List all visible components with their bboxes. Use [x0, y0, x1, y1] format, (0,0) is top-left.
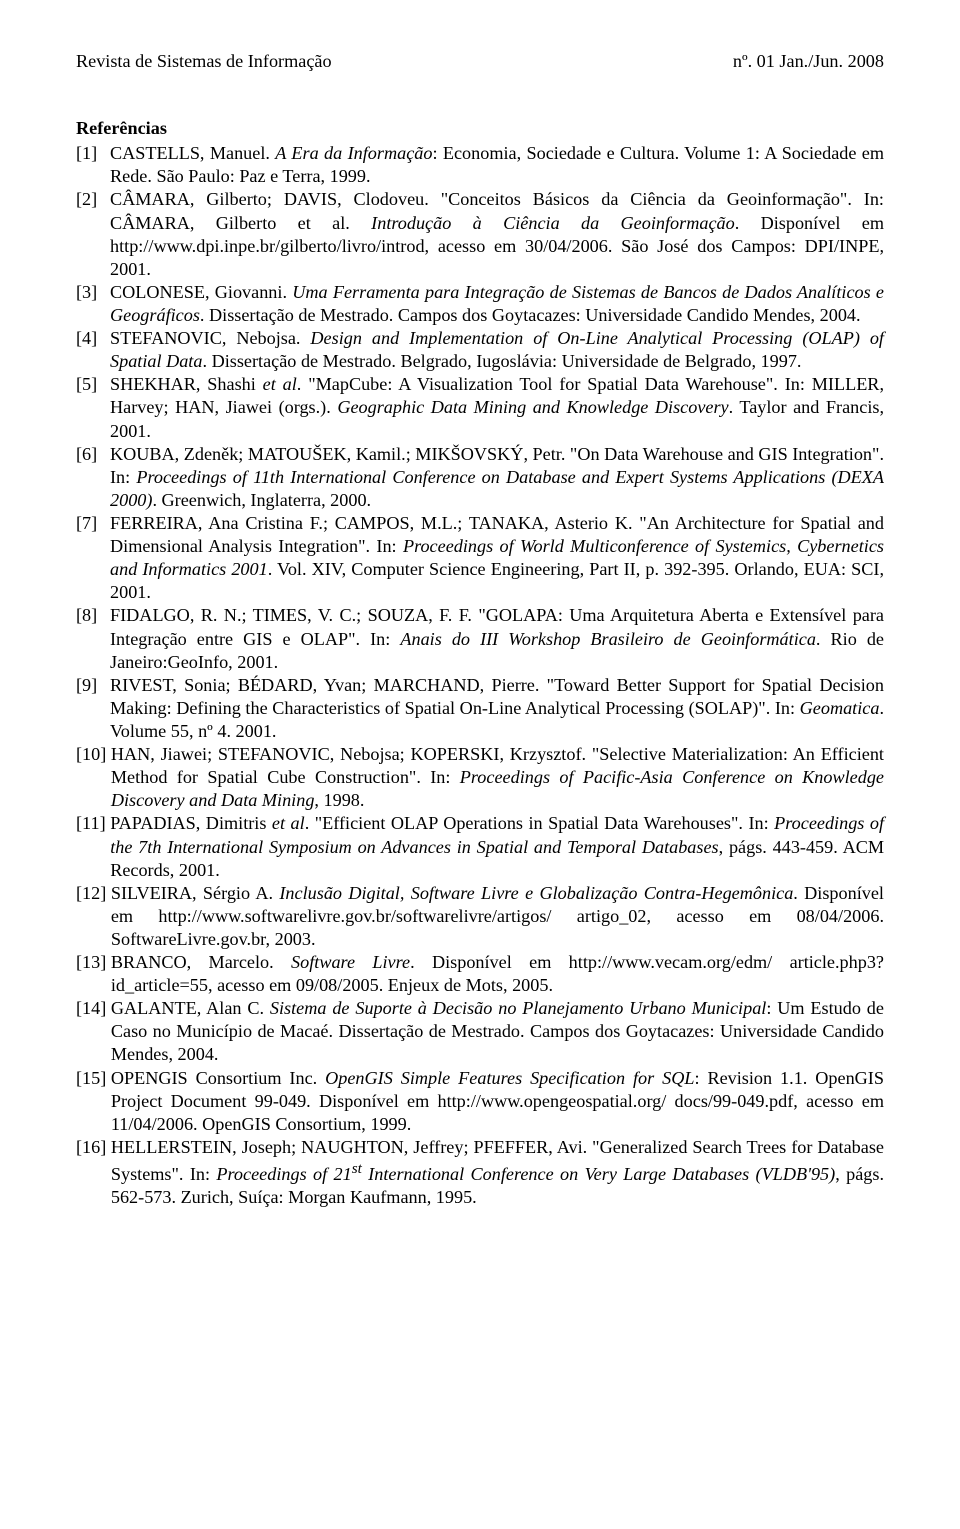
- reference-number: [16]: [76, 1136, 111, 1209]
- reference-item: [13] BRANCO, Marcelo. Software Livre. Di…: [76, 951, 884, 997]
- reference-number: [1]: [76, 142, 110, 188]
- reference-body: KOUBA, Zdeněk; MATOUŠEK, Kamil.; MIKŠOVS…: [110, 443, 884, 512]
- reference-number: [2]: [76, 188, 110, 280]
- issue-info: nº. 01 Jan./Jun. 2008: [733, 50, 884, 73]
- reference-item: [16] HELLERSTEIN, Joseph; NAUGHTON, Jeff…: [76, 1136, 884, 1209]
- reference-item: [6] KOUBA, Zdeněk; MATOUŠEK, Kamil.; MIK…: [76, 443, 884, 512]
- reference-number: [13]: [76, 951, 111, 997]
- reference-number: [5]: [76, 373, 110, 442]
- reference-item: [5] SHEKHAR, Shashi et al. "MapCube: A V…: [76, 373, 884, 442]
- reference-body: HELLERSTEIN, Joseph; NAUGHTON, Jeffrey; …: [111, 1136, 884, 1209]
- reference-number: [3]: [76, 281, 110, 327]
- reference-number: [11]: [76, 812, 110, 881]
- reference-body: BRANCO, Marcelo. Software Livre. Disponí…: [111, 951, 884, 997]
- reference-item: [7] FERREIRA, Ana Cristina F.; CAMPOS, M…: [76, 512, 884, 604]
- journal-title: Revista de Sistemas de Informação: [76, 50, 332, 73]
- reference-item: [4] STEFANOVIC, Nebojsa. Design and Impl…: [76, 327, 884, 373]
- reference-item: [2] CÂMARA, Gilberto; DAVIS, Clodoveu. "…: [76, 188, 884, 280]
- reference-item: [11] PAPADIAS, Dimitris et al. "Efficien…: [76, 812, 884, 881]
- references-list: [1] CASTELLS, Manuel. A Era da Informaçã…: [76, 142, 884, 1209]
- reference-body: FERREIRA, Ana Cristina F.; CAMPOS, M.L.;…: [110, 512, 884, 604]
- reference-body: OPENGIS Consortium Inc. OpenGIS Simple F…: [111, 1067, 884, 1136]
- reference-body: PAPADIAS, Dimitris et al. "Efficient OLA…: [110, 812, 884, 881]
- reference-item: [12] SILVEIRA, Sérgio A. Inclusão Digita…: [76, 882, 884, 951]
- reference-body: CASTELLS, Manuel. A Era da Informação: E…: [110, 142, 884, 188]
- reference-number: [10]: [76, 743, 111, 812]
- reference-item: [8] FIDALGO, R. N.; TIMES, V. C.; SOUZA,…: [76, 604, 884, 673]
- reference-number: [7]: [76, 512, 110, 604]
- reference-body: COLONESE, Giovanni. Uma Ferramenta para …: [110, 281, 884, 327]
- reference-item: [3] COLONESE, Giovanni. Uma Ferramenta p…: [76, 281, 884, 327]
- reference-item: [10] HAN, Jiawei; STEFANOVIC, Nebojsa; K…: [76, 743, 884, 812]
- reference-body: RIVEST, Sonia; BÉDARD, Yvan; MARCHAND, P…: [110, 674, 884, 743]
- reference-body: SILVEIRA, Sérgio A. Inclusão Digital, So…: [111, 882, 884, 951]
- reference-number: [9]: [76, 674, 110, 743]
- reference-number: [6]: [76, 443, 110, 512]
- reference-number: [12]: [76, 882, 111, 951]
- reference-body: STEFANOVIC, Nebojsa. Design and Implemen…: [110, 327, 884, 373]
- reference-number: [15]: [76, 1067, 111, 1136]
- reference-number: [8]: [76, 604, 110, 673]
- reference-item: [14] GALANTE, Alan C. Sistema de Suporte…: [76, 997, 884, 1066]
- reference-item: [15] OPENGIS Consortium Inc. OpenGIS Sim…: [76, 1067, 884, 1136]
- page-header: Revista de Sistemas de Informação nº. 01…: [76, 50, 884, 73]
- reference-number: [14]: [76, 997, 111, 1066]
- reference-body: FIDALGO, R. N.; TIMES, V. C.; SOUZA, F. …: [110, 604, 884, 673]
- reference-body: GALANTE, Alan C. Sistema de Suporte à De…: [111, 997, 884, 1066]
- reference-number: [4]: [76, 327, 110, 373]
- reference-body: HAN, Jiawei; STEFANOVIC, Nebojsa; KOPERS…: [111, 743, 884, 812]
- reference-body: SHEKHAR, Shashi et al. "MapCube: A Visua…: [110, 373, 884, 442]
- reference-body: CÂMARA, Gilberto; DAVIS, Clodoveu. "Conc…: [110, 188, 884, 280]
- reference-item: [1] CASTELLS, Manuel. A Era da Informaçã…: [76, 142, 884, 188]
- reference-item: [9] RIVEST, Sonia; BÉDARD, Yvan; MARCHAN…: [76, 674, 884, 743]
- section-heading: Referências: [76, 117, 884, 140]
